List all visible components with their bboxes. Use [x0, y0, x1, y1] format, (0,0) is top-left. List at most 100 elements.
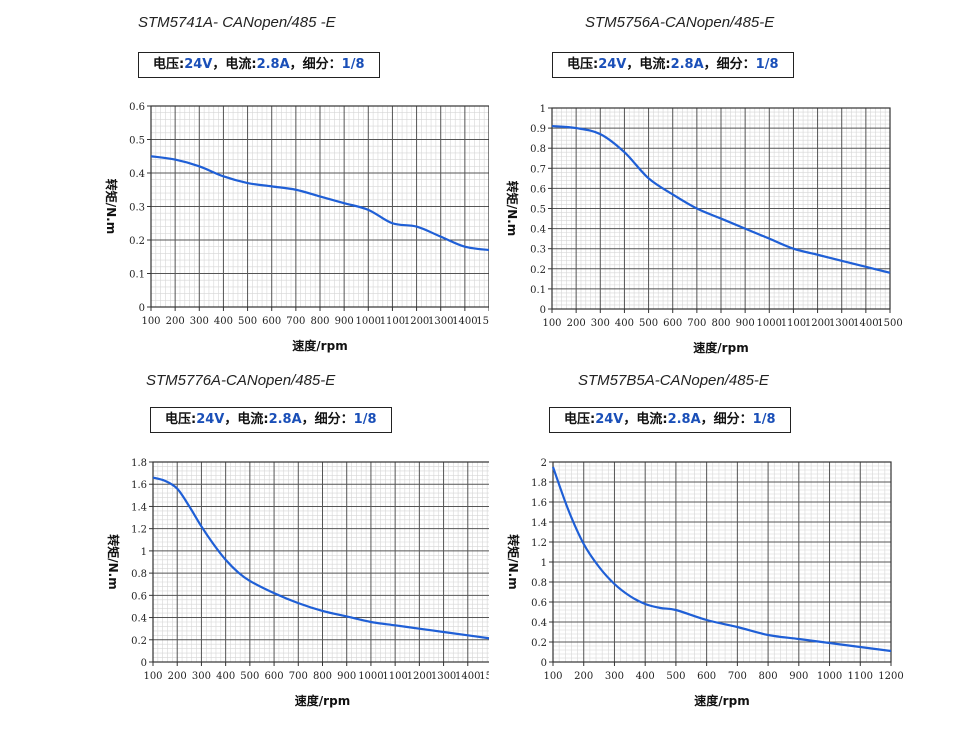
y-tick-label: 0.6: [531, 598, 547, 609]
x-tick-label: 1400: [452, 316, 477, 327]
y-tick-label: 0.5: [530, 205, 546, 216]
x-tick-label: 400: [615, 318, 634, 329]
x-tick-label: 800: [310, 316, 329, 327]
x-tick-label: 200: [166, 316, 185, 327]
x-tick-label: 700: [289, 671, 308, 682]
x-tick-label: 900: [335, 316, 354, 327]
x-tick-label: 700: [687, 318, 706, 329]
current-value: 2.8A: [670, 57, 704, 72]
x-tick-label: 500: [666, 671, 685, 682]
x-tick-label: 500: [238, 316, 257, 327]
y-tick-label: 0.4: [129, 169, 145, 180]
x-tick-label: 600: [265, 671, 284, 682]
y-tick-label: 0.1: [530, 285, 546, 296]
x-axis-label: 速度/rpm: [693, 340, 748, 355]
spec-box: 电压:24V，电流:2.8A，细分：1/8: [150, 407, 392, 433]
current-label: ，电流:: [224, 412, 269, 427]
y-tick-label: 0.5: [129, 136, 145, 147]
spec-box: 电压:24V，电流:2.8A，细分：1/8: [549, 407, 791, 433]
x-tick-label: 800: [313, 671, 332, 682]
y-tick-label: 0.2: [530, 265, 546, 276]
x-axis-label: 速度/rpm: [295, 693, 350, 708]
x-tick-label: 900: [789, 671, 808, 682]
x-tick-label: 800: [711, 318, 730, 329]
x-tick-label: 200: [567, 318, 586, 329]
x-tick-label: 600: [663, 318, 682, 329]
series-line-torque: [152, 476, 489, 640]
spec-box: 电压:24V，电流:2.8A，细分：1/8: [138, 52, 380, 78]
y-tick-label: 0.8: [131, 569, 147, 580]
x-tick-label: 300: [190, 316, 209, 327]
x-tick-label: 1000: [757, 318, 782, 329]
current-value: 2.8A: [256, 57, 290, 72]
series-line-torque: [150, 155, 489, 252]
x-tick-label: 100: [143, 671, 162, 682]
chart-panel-2: STM5776A-CANopen/485-E 电压:24V，电流:2.8A，细分…: [0, 367, 489, 734]
current-label: ，电流:: [626, 57, 671, 72]
y-tick-label: 0.4: [131, 614, 147, 625]
y-tick-label: 0.8: [531, 578, 547, 589]
microstep-value: 1/8: [755, 57, 779, 72]
y-tick-label: 1.6: [531, 498, 547, 509]
microstep-label: ，细分：: [700, 412, 753, 427]
x-tick-label: 600: [697, 671, 716, 682]
y-tick-label: 1.2: [531, 538, 547, 549]
y-tick-label: 0.8: [530, 144, 546, 155]
y-tick-label: 0.9: [530, 124, 546, 135]
y-tick-label: 0.2: [531, 638, 547, 649]
y-tick-label: 0.3: [129, 203, 145, 214]
x-tick-label: 300: [591, 318, 610, 329]
y-tick-label: 1.4: [131, 502, 147, 513]
x-tick-label: 500: [639, 318, 658, 329]
x-tick-label: 800: [759, 671, 778, 682]
x-tick-label: 1200: [878, 671, 903, 682]
y-tick-label: 0.6: [129, 102, 145, 113]
voltage-value: 24V: [196, 412, 225, 427]
x-tick-label: 100: [141, 316, 160, 327]
y-tick-label: 0: [141, 658, 147, 669]
x-tick-label: 1000: [356, 316, 381, 327]
chart-panel-0: STM5741A- CANopen/485 -E 电压:24V，电流:2.8A，…: [0, 0, 489, 367]
microstep-label: ，细分：: [301, 412, 354, 427]
x-tick-label: 200: [168, 671, 187, 682]
chart-panel-3: STM57B5A-CANopen/485-E 电压:24V，电流:2.8A，细分…: [489, 367, 978, 734]
x-tick-label: 1300: [431, 671, 456, 682]
line-chart: 100 200 300 400 500 600 700 800 900 1000 1100 1200 0…: [506, 458, 904, 708]
x-tick-label: 300: [605, 671, 624, 682]
line-chart: 100 200 300 400 500 600 700 800 900 1000110012001…: [104, 102, 489, 353]
y-tick-label: 1.8: [531, 478, 547, 489]
x-tick-label: 700: [286, 316, 305, 327]
microstep-value: 1/8: [752, 412, 776, 427]
x-tick-label: 1000: [817, 671, 842, 682]
series-line-torque: [551, 124, 891, 274]
y-tick-label: 0.6: [131, 591, 147, 602]
chart-title: STM5776A-CANopen/485-E: [146, 372, 336, 389]
voltage-label: 电压:: [153, 57, 185, 72]
x-tick-label: 400: [216, 671, 235, 682]
x-tick-label: 900: [736, 318, 755, 329]
voltage-value: 24V: [595, 412, 624, 427]
microstep-label: ，细分：: [289, 57, 342, 72]
voltage-label: 电压:: [165, 412, 197, 427]
voltage-label: 电压:: [567, 57, 599, 72]
y-tick-label: 0.4: [531, 618, 547, 629]
x-tick-label: 400: [636, 671, 655, 682]
y-axis-label: 转矩/N.m: [106, 534, 121, 590]
y-tick-label: 0: [541, 658, 547, 669]
y-axis-label: 转矩/N.m: [505, 181, 520, 237]
y-tick-label: 1: [540, 104, 546, 115]
x-tick-label: 1400: [853, 318, 878, 329]
x-tick-label: 400: [214, 316, 233, 327]
x-tick-label: 900: [337, 671, 356, 682]
y-axis-label: 转矩/N.m: [104, 179, 119, 235]
y-tick-label: 0.4: [530, 225, 546, 236]
chart-title: STM57B5A-CANopen/485-E: [578, 372, 769, 389]
y-tick-label: 0.1: [129, 270, 145, 281]
chart-title: STM5756A-CANopen/485-E: [585, 14, 775, 31]
y-tick-label: 0.7: [530, 164, 546, 175]
voltage-value: 24V: [184, 57, 213, 72]
microstep-value: 1/8: [353, 412, 377, 427]
voltage-value: 24V: [598, 57, 627, 72]
x-tick-label: 300: [192, 671, 211, 682]
x-tick-label: 100: [543, 671, 562, 682]
